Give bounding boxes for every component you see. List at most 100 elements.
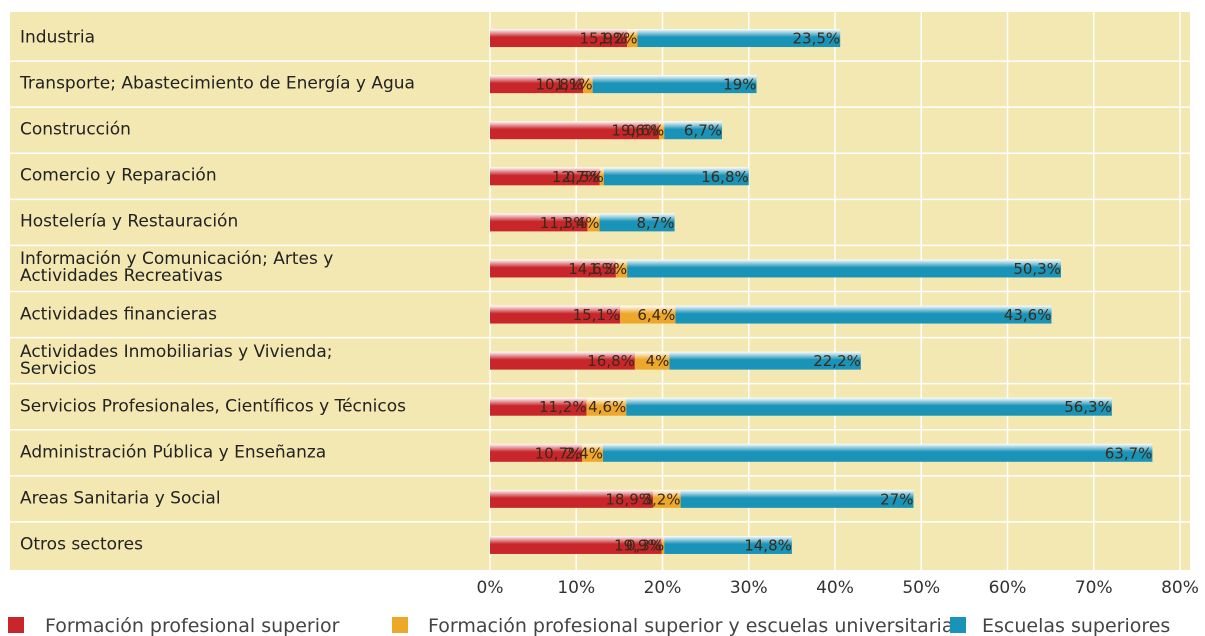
x-tick-label: 40% — [816, 578, 854, 598]
bar-segment — [490, 443, 583, 462]
value-label: 16,8% — [587, 352, 635, 370]
value-label: 12,7% — [552, 168, 600, 186]
bar-segment — [582, 443, 603, 462]
category-label: Construcción — [20, 119, 131, 140]
bar-segment — [615, 259, 628, 278]
value-label: 1,2% — [599, 30, 637, 48]
category-label: Información y Comunicación; Artes y Acti… — [20, 249, 334, 287]
value-label: 19,6% — [611, 122, 659, 140]
x-tick-label: 80% — [1161, 578, 1199, 598]
bar-segment — [680, 489, 914, 508]
value-label: 15,9% — [579, 30, 627, 48]
value-label: 6,4% — [637, 306, 675, 324]
value-label: 15,1% — [573, 306, 621, 324]
value-label: 50,3% — [1013, 260, 1061, 278]
bar-segment — [599, 167, 604, 186]
value-label: 11,3% — [540, 214, 588, 232]
value-label: 16,8% — [701, 168, 749, 186]
category-label: Transporte; Abastecimiento de Energía y … — [20, 73, 415, 94]
x-tick-label: 20% — [643, 578, 682, 598]
value-label: 14,8% — [744, 536, 792, 554]
bar-segment — [490, 121, 660, 140]
bar-segment — [669, 351, 861, 370]
bar-segment — [627, 29, 638, 48]
bar-segment — [659, 121, 665, 140]
legend-label: Formación profesional superior y escuela… — [428, 615, 964, 636]
value-label: 1,3% — [589, 260, 627, 278]
bar-segment — [583, 75, 593, 94]
category-label: Hostelería y Restauración — [20, 211, 239, 232]
x-tick-label: 60% — [988, 578, 1027, 598]
value-label: 1,4% — [561, 214, 599, 232]
x-tick-label: 50% — [902, 578, 941, 598]
bar-segment — [626, 397, 1112, 416]
value-label: 1,1% — [555, 76, 593, 94]
bar-segment — [490, 351, 635, 370]
category-label: Servicios Profesionales, Científicos y T… — [20, 396, 406, 417]
value-label: 3,2% — [643, 490, 681, 508]
bar-segment — [675, 305, 1052, 324]
value-label: 63,7% — [1105, 444, 1153, 462]
bar-segment — [490, 397, 587, 416]
bar-segment — [490, 305, 621, 324]
legend-swatch — [392, 617, 408, 633]
legend-swatch — [950, 617, 966, 633]
value-label: 0,5% — [566, 168, 604, 186]
bar-segment — [627, 259, 1061, 278]
value-label: 4% — [646, 352, 670, 370]
category-label: Otros sectores — [20, 534, 143, 555]
value-label: 23,5% — [793, 30, 841, 48]
bar-segment — [490, 29, 628, 48]
legend-label: Escuelas superiores — [982, 615, 1171, 636]
bar-segment — [620, 305, 676, 324]
bar-segment — [664, 535, 792, 554]
value-label: 6,7% — [684, 122, 722, 140]
category-label: Comercio y Reparación — [20, 165, 217, 186]
x-tick-label: 0% — [476, 578, 504, 598]
legend-label: Formación profesional superior — [45, 615, 340, 636]
x-tick-label: 10% — [557, 578, 596, 598]
value-label: 0,6% — [626, 122, 664, 140]
value-label: 14,6% — [568, 260, 616, 278]
value-label: 11,2% — [539, 398, 587, 416]
bar-segment — [661, 535, 665, 554]
bar-segment — [653, 489, 681, 508]
bar-segment — [490, 167, 600, 186]
value-label: 8,7% — [636, 214, 674, 232]
bar-segment — [490, 213, 588, 232]
x-tick-label: 70% — [1074, 578, 1113, 598]
value-label: 27% — [880, 490, 913, 508]
bar-segment — [603, 167, 749, 186]
value-label: 19,9% — [614, 536, 662, 554]
bar-segment — [599, 213, 675, 232]
bar-segment — [587, 213, 600, 232]
category-label: Industria — [20, 27, 96, 48]
bar-segment — [634, 351, 670, 370]
legend-swatch — [8, 617, 24, 633]
bar-segment — [490, 259, 616, 278]
bar-segment — [664, 121, 723, 140]
value-label: 0,3% — [626, 536, 664, 554]
category-label: Actividades Inmobiliarias y Vivienda; Se… — [20, 341, 333, 379]
bar-segment — [602, 443, 1153, 462]
value-label: 43,6% — [1004, 306, 1052, 324]
bar-segment — [592, 75, 757, 94]
bar-segment — [490, 489, 654, 508]
value-label: 19% — [723, 76, 756, 94]
bar-segment — [490, 75, 584, 94]
value-label: 10,7% — [535, 444, 583, 462]
bar-segment — [637, 29, 841, 48]
category-label: Actividades financieras — [20, 304, 218, 325]
category-label: Administración Pública y Enseñanza — [20, 442, 327, 463]
value-label: 10,8% — [535, 76, 583, 94]
x-tick-label: 30% — [729, 578, 768, 598]
value-label: 2,4% — [565, 444, 603, 462]
value-label: 56,3% — [1064, 398, 1112, 416]
value-label: 22,2% — [813, 352, 861, 370]
bar-segment — [490, 535, 662, 554]
value-label: 18,9% — [605, 490, 653, 508]
bar-segment — [586, 397, 627, 416]
value-label: 4,6% — [588, 398, 626, 416]
